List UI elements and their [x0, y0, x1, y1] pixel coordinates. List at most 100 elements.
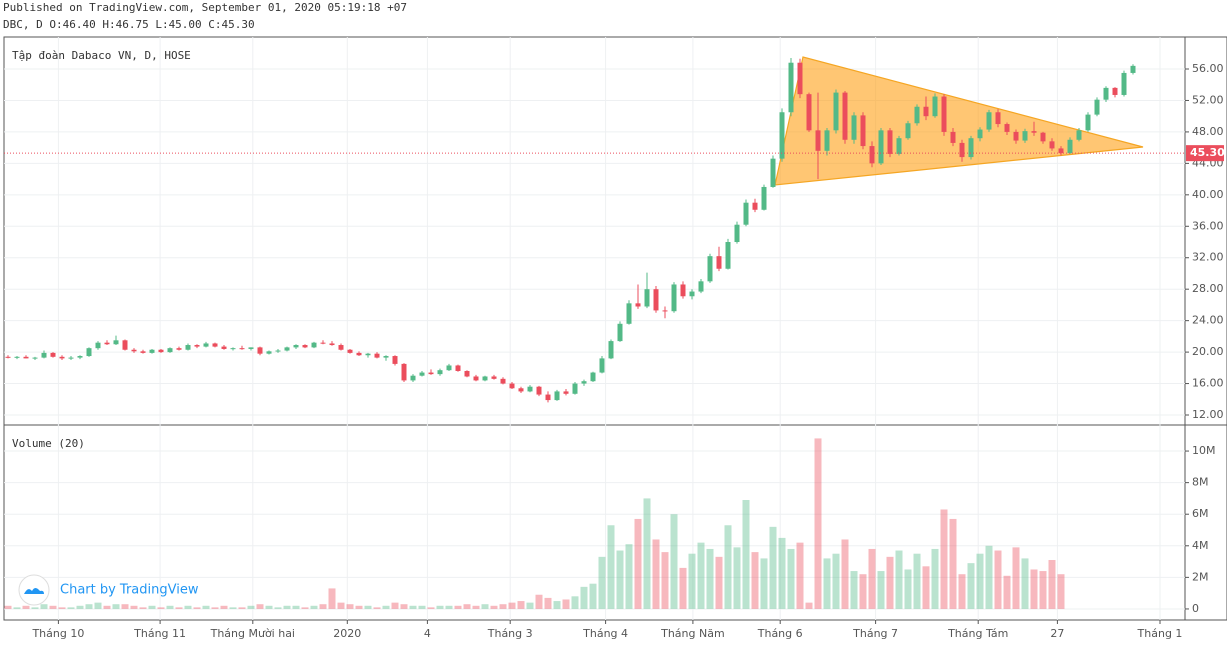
volume-bar [886, 556, 894, 609]
volume-bar [211, 607, 219, 609]
candle-body [1130, 65, 1136, 73]
candle-body [131, 349, 137, 352]
candle-body [716, 256, 722, 269]
y-tick-label: 52.00 [1192, 93, 1224, 106]
volume-bar [400, 604, 408, 609]
x-tick-label: Tháng 3 [487, 627, 533, 640]
volume-bar [49, 605, 57, 609]
candle-body [59, 356, 65, 359]
candle-body [617, 323, 623, 342]
candle-body [95, 342, 101, 349]
volume-bar [922, 566, 930, 609]
volume-bar [67, 607, 75, 609]
volume-bar [994, 550, 1002, 609]
volume-bar [508, 602, 516, 609]
volume-bar [202, 605, 210, 609]
candle-body [491, 376, 497, 379]
candle-body [185, 345, 191, 350]
candle-body [329, 343, 335, 346]
volume-bar [445, 605, 453, 609]
volume-bar [616, 550, 624, 609]
volume-bar [22, 605, 30, 609]
volume-bar [868, 548, 876, 609]
candle-body [419, 372, 425, 376]
volume-bar [40, 604, 48, 609]
candle-body [1022, 131, 1028, 141]
volume-bar [238, 607, 246, 609]
candle-body [113, 340, 119, 345]
candle-body [797, 62, 803, 95]
last-price-box [1186, 145, 1224, 162]
candle-body [50, 352, 56, 357]
volume-bar [409, 605, 417, 609]
candle-body [68, 357, 74, 359]
volume-bar [526, 602, 534, 609]
volume-bar [436, 605, 444, 609]
candle-body [248, 347, 254, 349]
x-tick-label: Tháng 7 [852, 627, 898, 640]
volume-bar [499, 604, 507, 609]
candle-body [302, 345, 308, 348]
volume-bar [130, 605, 138, 609]
candle-body [392, 356, 398, 364]
x-tick-label: Tháng 6 [757, 627, 803, 640]
candle-body [680, 284, 686, 297]
candle-body [599, 358, 605, 373]
candle-body [194, 345, 200, 347]
volume-bar [832, 553, 840, 609]
volume-bar [796, 542, 804, 609]
candle-body [275, 350, 281, 352]
candle-body [536, 386, 542, 395]
candle-body [725, 242, 731, 269]
volume-bar [310, 605, 318, 609]
volume-bar [985, 545, 993, 609]
volume-bar [517, 601, 525, 609]
volume-bar [454, 605, 462, 609]
volume-bar [229, 607, 237, 609]
candle-body [770, 158, 776, 187]
volume-bar [751, 552, 759, 609]
volume-bar [769, 526, 777, 609]
volume-bar [823, 558, 831, 609]
y-tick-label: 12.00 [1192, 408, 1224, 421]
candle-body [671, 284, 677, 312]
x-tick-label: 4 [424, 627, 431, 640]
x-tick-label: 2020 [333, 627, 361, 640]
v-tick-label: 4M [1192, 539, 1209, 552]
volume-bar [85, 604, 93, 609]
candle-body [734, 224, 740, 243]
volume-bar [58, 607, 66, 609]
candle-body [41, 352, 47, 358]
candle-body [1013, 131, 1019, 141]
candle-body [104, 342, 110, 345]
volume-bar [850, 571, 858, 609]
volume-bar [562, 599, 570, 609]
candle-body [77, 356, 83, 358]
candle-body [320, 342, 326, 344]
candle-body [860, 115, 866, 147]
y-tick-label: 20.00 [1192, 345, 1224, 358]
y-tick-label: 24.00 [1192, 314, 1224, 327]
volume-bar [724, 525, 732, 609]
v-tick-label: 10M [1192, 444, 1216, 457]
candle-body [761, 186, 767, 210]
volume-bar [94, 602, 102, 609]
x-tick-label: 27 [1050, 627, 1064, 640]
candle-body [293, 345, 299, 348]
volume-bar [787, 548, 795, 609]
volume-bar [337, 602, 345, 609]
candle-body [788, 62, 794, 113]
volume-bar [841, 539, 849, 609]
volume-bar [301, 607, 309, 609]
volume-bar [103, 605, 111, 609]
candle-body [1040, 132, 1046, 142]
candle-body [950, 131, 956, 143]
candle-body [995, 112, 1001, 125]
y-tick-label: 56.00 [1192, 62, 1224, 75]
volume-bar [553, 601, 561, 609]
candle-body [1085, 114, 1091, 131]
candle-body [509, 383, 515, 389]
candle-body [941, 96, 947, 132]
volume-bar [1030, 569, 1038, 609]
candle-body [923, 106, 929, 117]
